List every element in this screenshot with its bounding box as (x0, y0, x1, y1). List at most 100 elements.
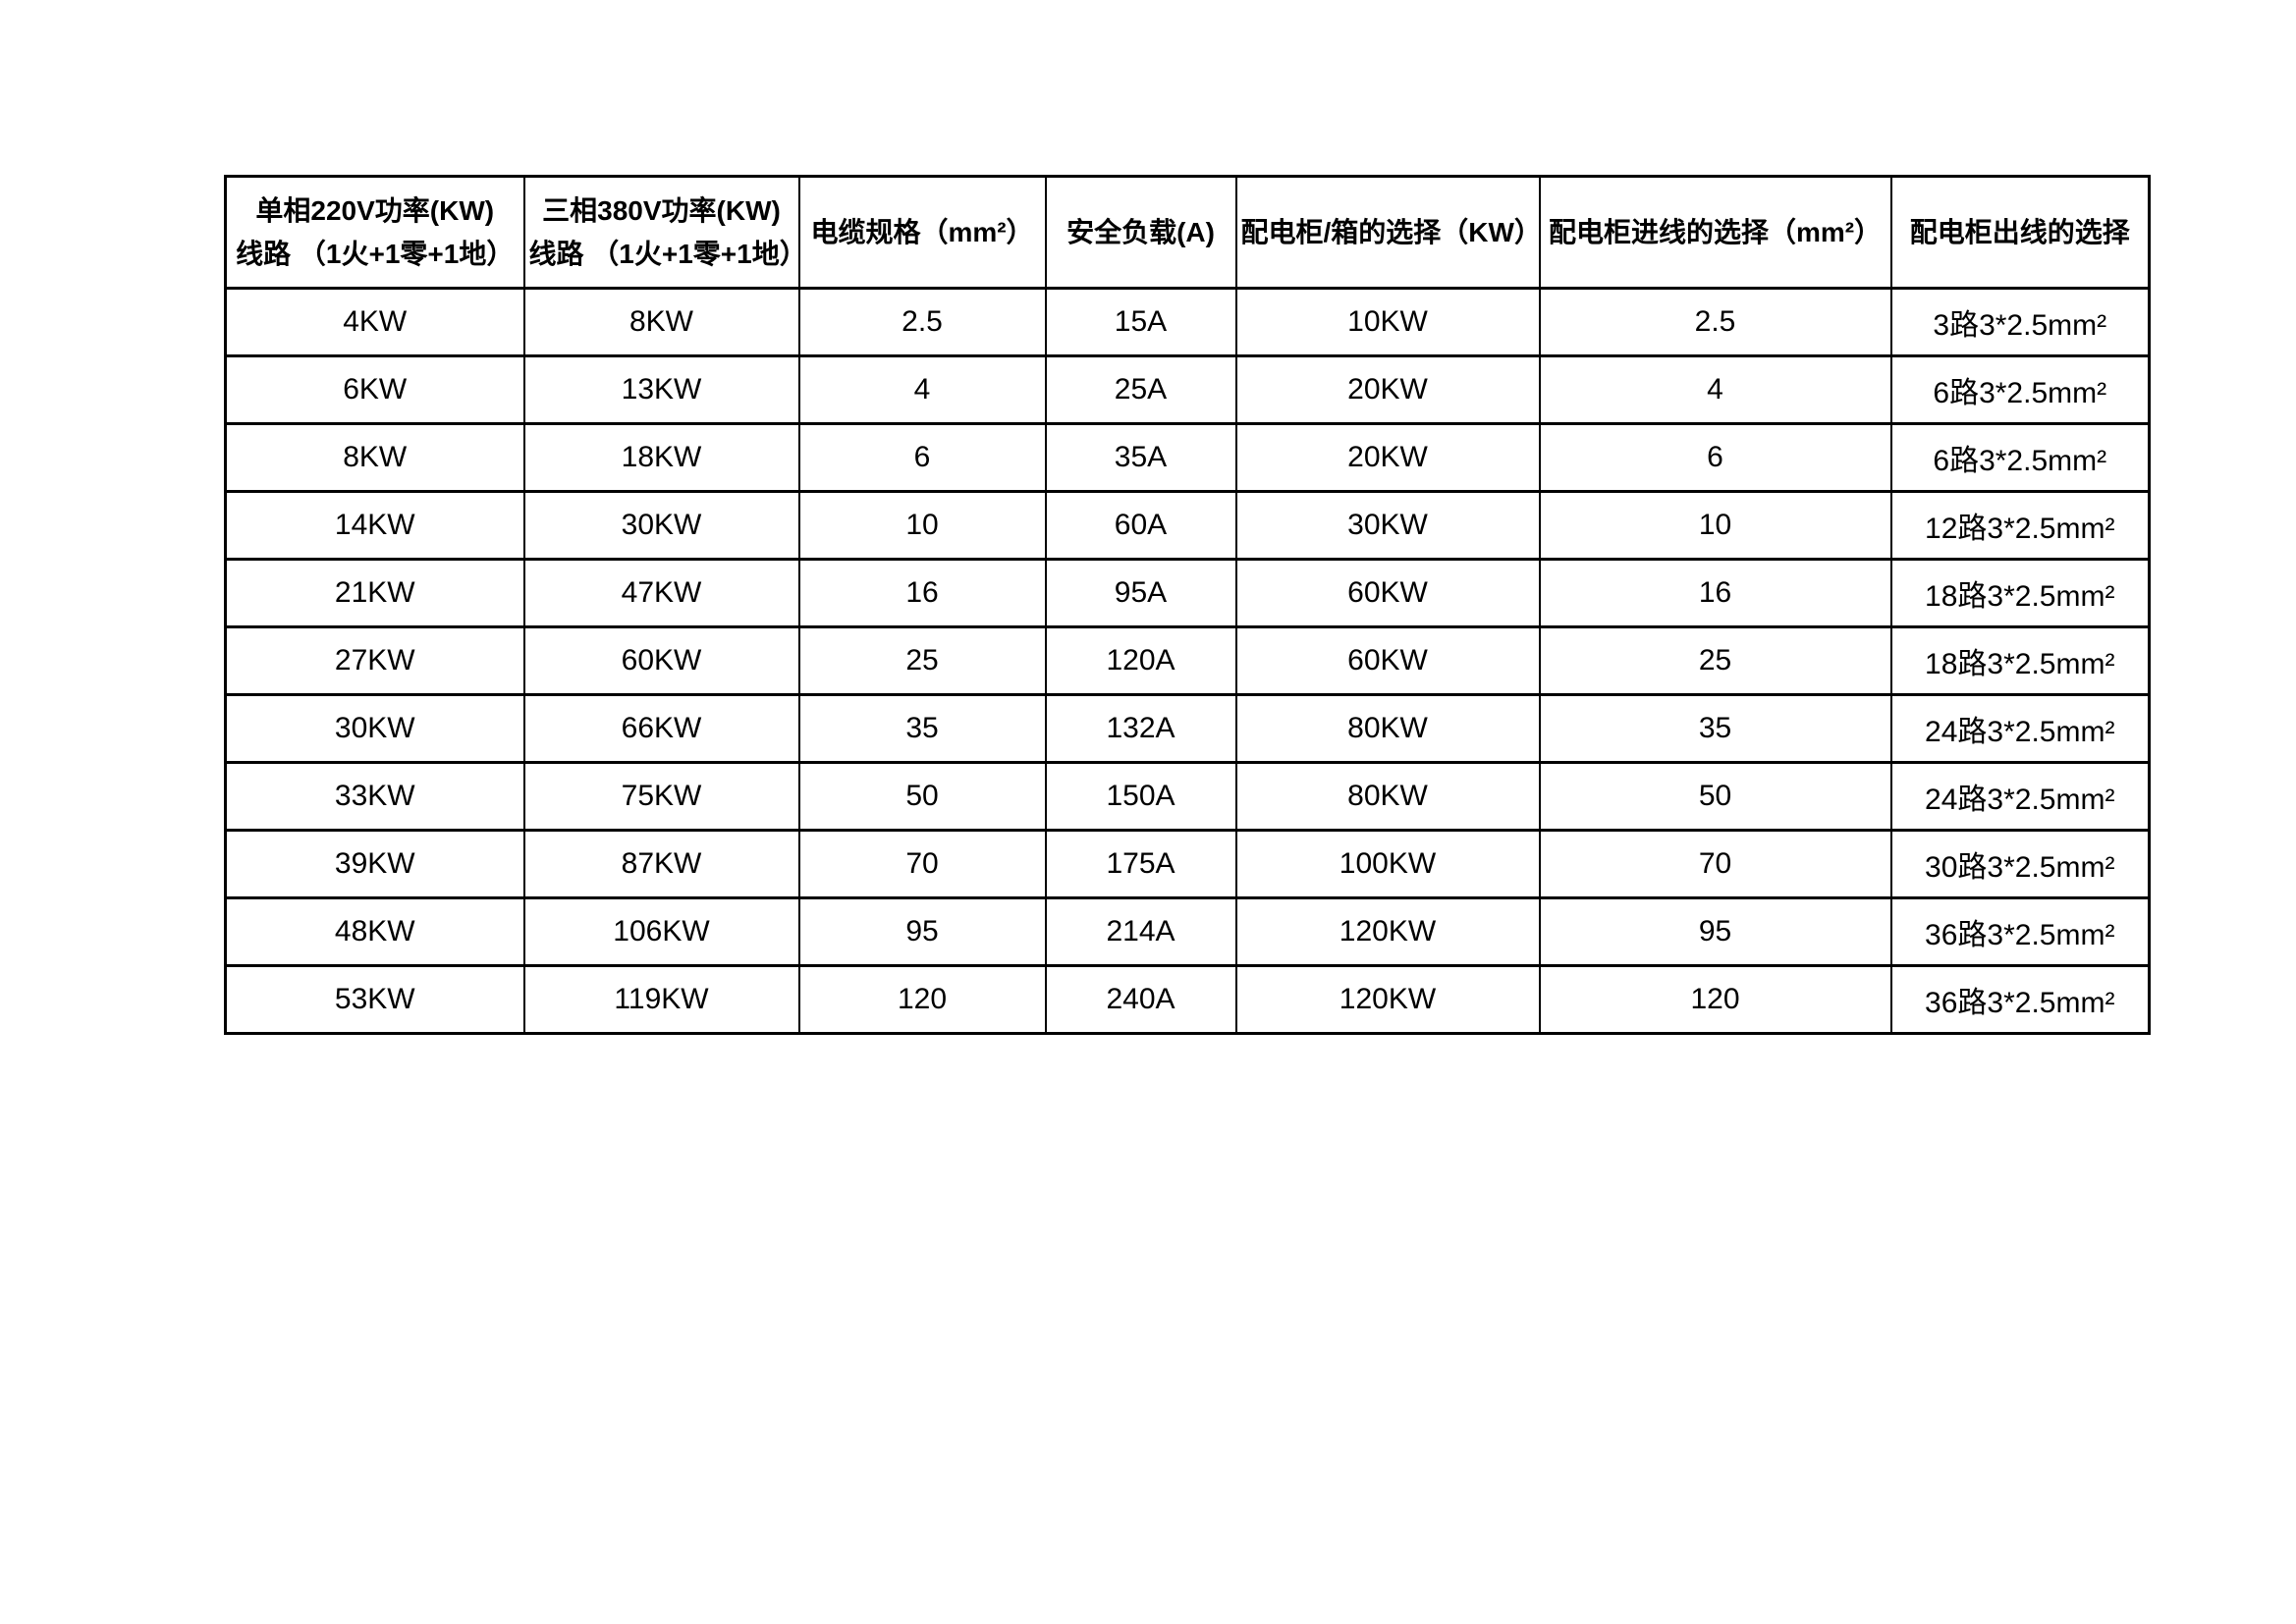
table-cell: 6 (797, 422, 1047, 493)
table-cell: 21KW (224, 558, 525, 628)
table-cell: 10 (797, 490, 1047, 561)
table-cell: 120KW (1234, 964, 1541, 1035)
table-cell: 95 (1538, 896, 1892, 967)
table-row: 48KW 106KW 95 214A 120KW 95 36路3*2.5mm² (224, 896, 2151, 967)
table-cell: 36路3*2.5mm² (1889, 964, 2151, 1035)
table-cell: 30KW (1234, 490, 1541, 561)
table-cell: 27KW (224, 625, 525, 696)
table-cell: 24路3*2.5mm² (1889, 693, 2151, 764)
table-row: 30KW 66KW 35 132A 80KW 35 24路3*2.5mm² (224, 693, 2151, 764)
table-cell: 25A (1044, 354, 1237, 425)
table-cell: 95A (1044, 558, 1237, 628)
table-cell: 36路3*2.5mm² (1889, 896, 2151, 967)
table-cell: 8KW (522, 287, 800, 357)
table-cell: 35A (1044, 422, 1237, 493)
table-cell: 39KW (224, 829, 525, 899)
table-row: 14KW 30KW 10 60A 30KW 10 12路3*2.5mm² (224, 490, 2151, 561)
table-cell: 60KW (522, 625, 800, 696)
header-row: 单相220V功率(KW) 线路 （1火+1零+1地） 三相380V功率(KW) … (224, 175, 2151, 290)
table-cell: 120A (1044, 625, 1237, 696)
header-cell-cabinet-outgoing-line-selection: 配电柜出线的选择 (1889, 175, 2151, 290)
table-row: 4KW 8KW 2.5 15A 10KW 2.5 3路3*2.5mm² (224, 287, 2151, 357)
table-cell: 60KW (1234, 558, 1541, 628)
header-cell-safe-load: 安全负载(A) (1044, 175, 1237, 290)
table-row: 33KW 75KW 50 150A 80KW 50 24路3*2.5mm² (224, 761, 2151, 832)
table-cell: 50 (1538, 761, 1892, 832)
table-cell: 8KW (224, 422, 525, 493)
table-cell: 95 (797, 896, 1047, 967)
table-row: 53KW 119KW 120 240A 120KW 120 36路3*2.5mm² (224, 964, 2151, 1035)
table-cell: 16 (797, 558, 1047, 628)
table-cell: 20KW (1234, 354, 1541, 425)
table-cell: 6路3*2.5mm² (1889, 422, 2151, 493)
table-cell: 75KW (522, 761, 800, 832)
table-cell: 2.5 (797, 287, 1047, 357)
table-cell: 70 (1538, 829, 1892, 899)
table-cell: 80KW (1234, 693, 1541, 764)
table-cell: 120KW (1234, 896, 1541, 967)
table-cell: 35 (1538, 693, 1892, 764)
table-cell: 4 (1538, 354, 1892, 425)
table-cell: 13KW (522, 354, 800, 425)
table-cell: 4 (797, 354, 1047, 425)
table-cell: 175A (1044, 829, 1237, 899)
electrical-power-cable-spec-table: 单相220V功率(KW) 线路 （1火+1零+1地） 三相380V功率(KW) … (224, 175, 2151, 1035)
table-cell: 6路3*2.5mm² (1889, 354, 2151, 425)
table-cell: 87KW (522, 829, 800, 899)
table-cell: 25 (1538, 625, 1892, 696)
table-cell: 240A (1044, 964, 1237, 1035)
table-header: 单相220V功率(KW) 线路 （1火+1零+1地） 三相380V功率(KW) … (224, 175, 2151, 290)
table-cell: 18KW (522, 422, 800, 493)
table-cell: 33KW (224, 761, 525, 832)
table-cell: 10 (1538, 490, 1892, 561)
table-body: 4KW 8KW 2.5 15A 10KW 2.5 3路3*2.5mm² 6KW 13KW 4 25A… (224, 287, 2151, 1035)
table-cell: 18路3*2.5mm² (1889, 558, 2151, 628)
table-cell: 120 (797, 964, 1047, 1035)
table-cell: 100KW (1234, 829, 1541, 899)
table-cell: 6KW (224, 354, 525, 425)
table-cell: 10KW (1234, 287, 1541, 357)
table-cell: 106KW (522, 896, 800, 967)
header-cell-distribution-cabinet-selection: 配电柜/箱的选择（KW） (1234, 175, 1541, 290)
header-cell-single-phase-220v-power: 单相220V功率(KW) 线路 （1火+1零+1地） (224, 175, 525, 290)
table-cell: 119KW (522, 964, 800, 1035)
table-cell: 6 (1538, 422, 1892, 493)
table-cell: 30KW (522, 490, 800, 561)
table-cell: 16 (1538, 558, 1892, 628)
table-cell: 120 (1538, 964, 1892, 1035)
table-row: 21KW 47KW 16 95A 60KW 16 18路3*2.5mm² (224, 558, 2151, 628)
table-cell: 53KW (224, 964, 525, 1035)
table-cell: 30路3*2.5mm² (1889, 829, 2151, 899)
table-row: 39KW 87KW 70 175A 100KW 70 30路3*2.5mm² (224, 829, 2151, 899)
header-cell-cable-spec: 电缆规格（mm²） (797, 175, 1047, 290)
table-cell: 25 (797, 625, 1047, 696)
table-cell: 214A (1044, 896, 1237, 967)
table-cell: 14KW (224, 490, 525, 561)
table-cell: 3路3*2.5mm² (1889, 287, 2151, 357)
table-cell: 50 (797, 761, 1047, 832)
table-cell: 30KW (224, 693, 525, 764)
table-cell: 66KW (522, 693, 800, 764)
table-cell: 12路3*2.5mm² (1889, 490, 2151, 561)
table-cell: 47KW (522, 558, 800, 628)
table-cell: 35 (797, 693, 1047, 764)
table-cell: 18路3*2.5mm² (1889, 625, 2151, 696)
table-cell: 48KW (224, 896, 525, 967)
header-cell-cabinet-incoming-line-selection: 配电柜进线的选择（mm²） (1538, 175, 1892, 290)
table-cell: 150A (1044, 761, 1237, 832)
table-row: 8KW 18KW 6 35A 20KW 6 6路3*2.5mm² (224, 422, 2151, 493)
table-cell: 20KW (1234, 422, 1541, 493)
table-cell: 24路3*2.5mm² (1889, 761, 2151, 832)
table-cell: 15A (1044, 287, 1237, 357)
header-cell-three-phase-380v-power: 三相380V功率(KW) 线路 （1火+1零+1地） (522, 175, 800, 290)
table-cell: 132A (1044, 693, 1237, 764)
table-row: 27KW 60KW 25 120A 60KW 25 18路3*2.5mm² (224, 625, 2151, 696)
table-cell: 2.5 (1538, 287, 1892, 357)
table-cell: 80KW (1234, 761, 1541, 832)
table-cell: 70 (797, 829, 1047, 899)
table-cell: 4KW (224, 287, 525, 357)
table-row: 6KW 13KW 4 25A 20KW 4 6路3*2.5mm² (224, 354, 2151, 425)
table-cell: 60A (1044, 490, 1237, 561)
table-cell: 60KW (1234, 625, 1541, 696)
